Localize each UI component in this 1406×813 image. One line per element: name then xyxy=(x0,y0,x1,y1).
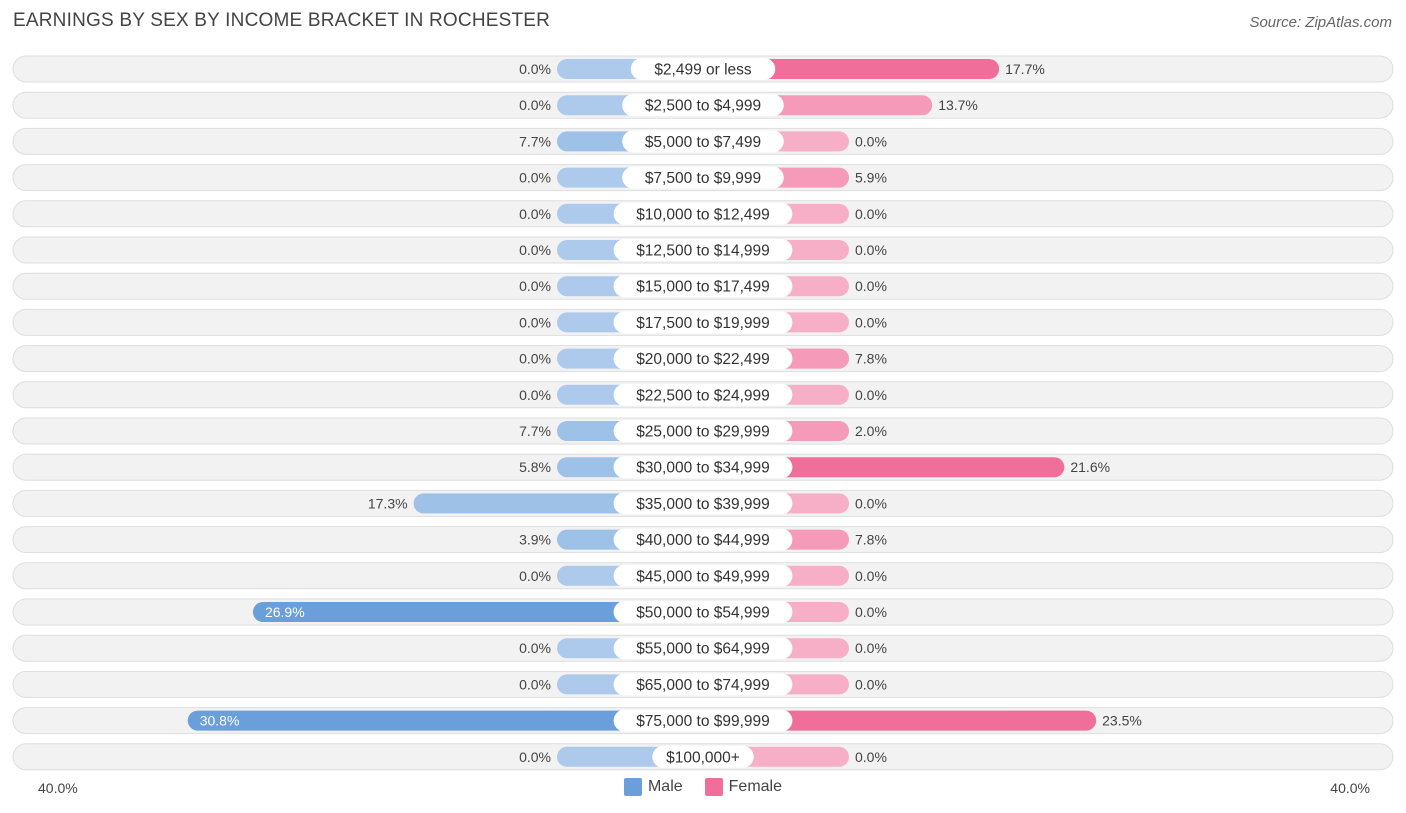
female-value-label: 21.6% xyxy=(1070,459,1110,475)
male-value-label: 5.8% xyxy=(519,459,551,475)
category-label-bg xyxy=(613,673,793,696)
male-value-label: 26.9% xyxy=(265,604,305,620)
female-value-label: 2.0% xyxy=(855,423,887,439)
legend-item-male: Male xyxy=(623,778,683,796)
legend: Male Female xyxy=(0,778,1406,796)
female-value-label: 17.7% xyxy=(1005,61,1045,77)
category-label: $20,000 to $22,499 xyxy=(636,351,770,368)
category-label-bg xyxy=(613,709,793,732)
category-label-bg xyxy=(613,637,793,660)
female-value-label: 0.0% xyxy=(855,568,887,584)
legend-label-female: Female xyxy=(728,778,783,795)
category-label-bg xyxy=(613,564,793,587)
female-value-label: 0.0% xyxy=(855,242,887,258)
female-value-label: 7.8% xyxy=(855,532,887,548)
category-label: $15,000 to $17,499 xyxy=(636,279,770,296)
category-label: $10,000 to $12,499 xyxy=(636,206,770,223)
male-value-label: 30.8% xyxy=(200,713,240,729)
category-label-bg xyxy=(613,239,793,261)
category-label-bg xyxy=(622,166,784,189)
category-label-bg xyxy=(622,94,784,117)
chart-source: Source: ZipAtlas.com xyxy=(1249,14,1392,31)
female-value-label: 0.0% xyxy=(855,495,887,511)
male-bar xyxy=(252,602,703,622)
male-value-label: 0.0% xyxy=(519,170,551,186)
category-label-bg xyxy=(622,130,784,153)
axis-min-label: 40.0% xyxy=(38,780,78,796)
male-value-label: 0.0% xyxy=(519,568,551,584)
female-bar xyxy=(703,457,1065,478)
male-value-label: 0.0% xyxy=(519,61,551,77)
male-value-label: 0.0% xyxy=(519,278,551,294)
category-label: $30,000 to $34,999 xyxy=(636,460,770,477)
male-value-label: 0.0% xyxy=(519,97,551,113)
category-label-bg xyxy=(613,275,793,298)
male-value-label: 0.0% xyxy=(519,387,551,403)
male-value-label: 0.0% xyxy=(519,676,551,692)
category-label-bg xyxy=(613,601,793,623)
category-label-bg xyxy=(613,420,793,442)
male-value-label: 0.0% xyxy=(519,206,551,222)
male-value-label: 0.0% xyxy=(519,314,551,330)
legend-swatch-female xyxy=(704,778,723,796)
female-value-label: 0.0% xyxy=(855,749,887,765)
category-label: $25,000 to $29,999 xyxy=(636,424,770,441)
legend-swatch-male xyxy=(623,778,642,796)
chart-title: EARNINGS BY SEX BY INCOME BRACKET IN ROC… xyxy=(13,10,551,31)
category-label: $35,000 to $39,999 xyxy=(636,496,770,513)
category-label-bg xyxy=(613,492,793,515)
male-value-label: 7.7% xyxy=(519,423,551,439)
female-value-label: 0.0% xyxy=(855,133,887,149)
category-label: $5,000 to $7,499 xyxy=(645,134,761,151)
category-label: $75,000 to $99,999 xyxy=(636,713,770,730)
category-label: $45,000 to $49,999 xyxy=(636,568,770,585)
female-value-label: 0.0% xyxy=(855,387,887,403)
category-label: $7,500 to $9,999 xyxy=(645,170,761,187)
male-value-label: 17.3% xyxy=(368,495,408,511)
female-value-label: 7.8% xyxy=(855,351,887,367)
category-label-bg xyxy=(652,745,754,768)
male-value-label: 3.9% xyxy=(519,532,551,548)
category-label-bg xyxy=(613,202,793,225)
category-label: $22,500 to $24,999 xyxy=(636,387,770,404)
category-label-bg xyxy=(613,456,793,479)
female-bar xyxy=(703,710,1097,731)
category-label-bg xyxy=(613,383,793,406)
male-value-label: 0.0% xyxy=(519,749,551,765)
female-value-label: 5.9% xyxy=(855,170,887,186)
category-label-bg xyxy=(613,528,793,551)
category-label: $2,499 or less xyxy=(654,62,752,79)
female-bar xyxy=(703,59,1000,79)
category-label: $50,000 to $54,999 xyxy=(636,605,770,622)
category-label-bg xyxy=(630,58,776,80)
male-value-label: 0.0% xyxy=(519,351,551,367)
legend-label-male: Male xyxy=(647,778,683,795)
female-value-label: 0.0% xyxy=(855,604,887,620)
female-value-label: 0.0% xyxy=(855,314,887,330)
female-value-label: 0.0% xyxy=(855,278,887,294)
male-value-label: 0.0% xyxy=(519,242,551,258)
male-value-label: 0.0% xyxy=(519,640,551,656)
category-label: $55,000 to $64,999 xyxy=(636,641,770,658)
category-label: $2,500 to $4,999 xyxy=(645,98,761,115)
category-label-bg xyxy=(613,347,793,370)
female-value-label: 0.0% xyxy=(855,640,887,656)
category-label: $12,500 to $14,999 xyxy=(636,243,770,260)
legend-item-female: Female xyxy=(704,778,783,796)
female-value-label: 13.7% xyxy=(938,97,978,113)
category-label-bg xyxy=(613,311,793,334)
category-label: $17,500 to $19,999 xyxy=(636,315,770,332)
male-bar xyxy=(187,710,703,731)
category-label: $100,000+ xyxy=(666,749,740,766)
male-value-label: 7.7% xyxy=(519,133,551,149)
female-value-label: 0.0% xyxy=(855,676,887,692)
female-value-label: 0.0% xyxy=(855,206,887,222)
category-label: $65,000 to $74,999 xyxy=(636,677,770,694)
category-label: $40,000 to $44,999 xyxy=(636,532,770,549)
female-value-label: 23.5% xyxy=(1102,713,1142,729)
axis-max-label: 40.0% xyxy=(1330,780,1370,796)
